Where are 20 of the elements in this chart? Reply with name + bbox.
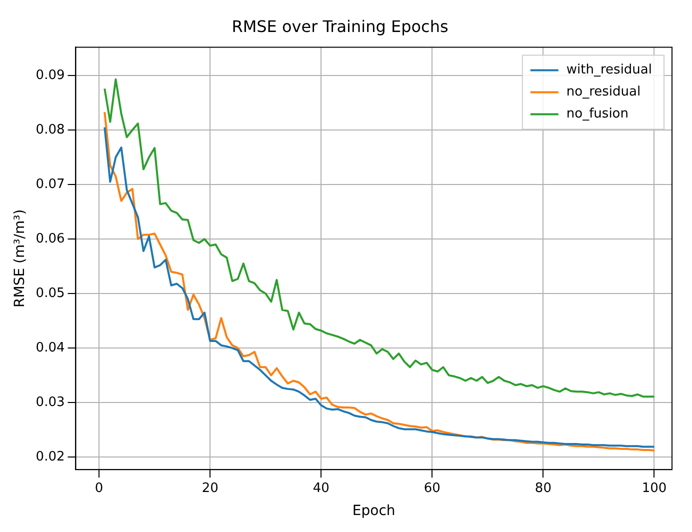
y-tick-label: 0.03 — [36, 394, 65, 410]
chart-title: RMSE over Training Epochs — [232, 16, 448, 36]
x-tick-label: 100 — [642, 480, 667, 496]
x-tick-label: 0 — [94, 480, 104, 496]
x-tick-label: 60 — [424, 480, 440, 496]
legend-label: no_residual — [566, 84, 641, 100]
y-tick-label: 0.05 — [36, 286, 65, 301]
y-tick-label: 0.04 — [36, 340, 65, 356]
y-tick-label: 0.09 — [36, 68, 65, 83]
x-axis-title: Epoch — [352, 503, 396, 520]
y-tick-label: 0.02 — [36, 449, 65, 464]
y-axis-title: RMSE (m³/m³) — [12, 209, 28, 308]
y-tick-label: 0.08 — [36, 122, 65, 138]
legend-label: with_residual — [566, 62, 652, 78]
y-tick-label: 0.06 — [36, 231, 65, 246]
y-tick-label: 0.07 — [36, 176, 65, 192]
x-tick-label: 20 — [202, 480, 218, 496]
x-tick-label: 80 — [534, 480, 552, 496]
x-tick-label: 40 — [312, 480, 330, 496]
legend-label: no_fusion — [566, 106, 628, 122]
